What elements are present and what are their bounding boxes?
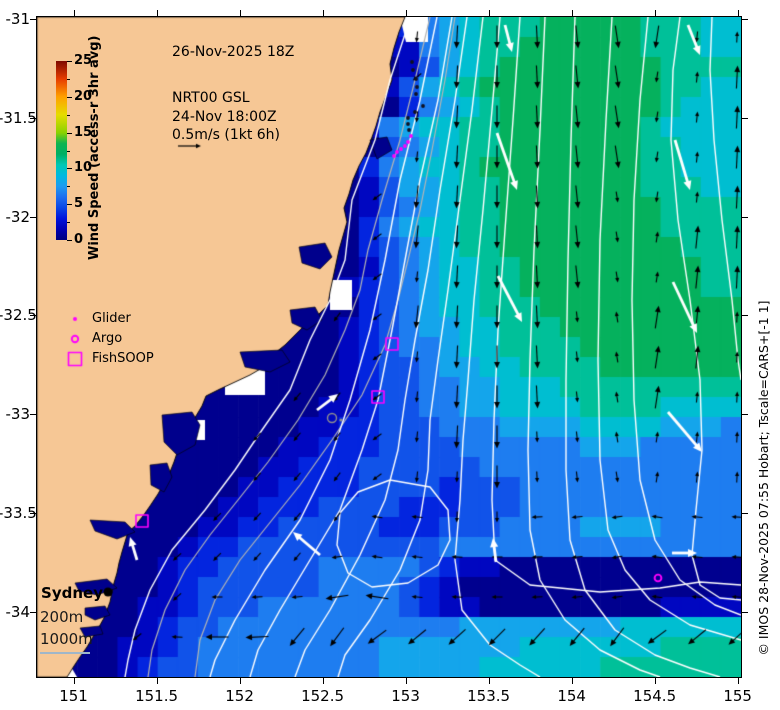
legend-item-argo: Argo: [92, 331, 123, 346]
axis-tick: [30, 117, 36, 119]
map-canvas: [37, 17, 741, 677]
colorbar-minor-tick: [67, 222, 70, 224]
x-axis-tick-label: 152.5: [301, 687, 345, 705]
colorbar-tick-label: 25: [74, 53, 93, 68]
plot-frame: [36, 16, 742, 678]
axis-tick: [737, 10, 739, 16]
legend-item-glider: Glider: [92, 311, 131, 326]
colorbar-tick-label: 5: [74, 196, 84, 212]
axis-tick: [571, 678, 573, 684]
axis-tick: [30, 611, 36, 613]
colorbar-minor-tick: [67, 186, 70, 188]
colorbar-minor-tick: [67, 114, 70, 116]
axis-tick: [488, 678, 490, 684]
depth-label-1000m: 1000m: [40, 630, 93, 648]
y-axis-tick-label: -33.5: [0, 503, 37, 522]
axis-tick: [30, 512, 36, 514]
axis-tick: [239, 678, 241, 684]
axis-tick: [156, 10, 158, 16]
y-axis-tick-label: -34: [5, 602, 31, 621]
y-axis-tick-label: -32.5: [0, 306, 37, 325]
reference-line-2: 24-Nov 18:00Z: [172, 109, 277, 125]
legend-item-fishsoop: FishSOOP: [92, 351, 154, 366]
axis-tick: [322, 678, 324, 684]
axis-tick: [30, 414, 36, 416]
axis-tick: [742, 611, 748, 613]
colorbar-tick: [67, 61, 72, 62]
colorbar-title: Wind Speed (access-r 3hr avg): [87, 35, 102, 261]
axis-tick: [30, 315, 36, 317]
axis-tick: [654, 10, 656, 16]
axis-tick: [654, 678, 656, 684]
axis-tick: [571, 10, 573, 16]
axis-tick: [742, 216, 748, 218]
x-axis-tick-label: 152: [225, 687, 254, 705]
axis-tick: [405, 10, 407, 16]
axis-tick: [737, 678, 739, 684]
axis-tick: [742, 315, 748, 317]
colorbar-tick: [67, 168, 72, 170]
axis-tick: [742, 117, 748, 119]
axis-tick: [73, 10, 75, 16]
bathymetry-line-sample: [40, 652, 90, 654]
x-axis-tick-label: 154.5: [633, 687, 677, 705]
colorbar-tick: [67, 132, 72, 134]
axis-tick: [742, 414, 748, 416]
x-axis-tick-label: 154: [557, 687, 586, 705]
colorbar-tick-label: 20: [74, 88, 93, 104]
copyright-note: © IMOS 28-Nov-2025 07:55 Hobart; Tscale=…: [756, 300, 771, 656]
reference-line-3: 0.5m/s (1kt 6h): [172, 127, 281, 143]
axis-tick: [73, 678, 75, 684]
axis-tick: [742, 18, 748, 20]
y-axis-tick-label: -32: [5, 207, 31, 226]
axis-tick: [30, 216, 36, 218]
axis-tick: [30, 18, 36, 20]
axis-tick: [156, 678, 158, 684]
colorbar-tick-label: 10: [74, 160, 93, 176]
colorbar-tick-label: 15: [74, 124, 93, 140]
axis-tick: [488, 10, 490, 16]
y-axis-tick-label: -31: [5, 9, 31, 28]
x-axis-tick-label: 155: [723, 687, 752, 705]
depth-label-200m: 200m: [40, 608, 84, 626]
colorbar-minor-tick: [67, 150, 70, 152]
axis-tick: [742, 512, 748, 514]
city-label-sydney: Sydney: [41, 584, 103, 602]
x-axis-tick-label: 153: [391, 687, 420, 705]
axis-tick: [322, 10, 324, 16]
model-time-label: 26-Nov-2025 18Z: [172, 44, 295, 60]
colorbar-tick: [67, 204, 72, 206]
colorbar-tick-label: 0: [74, 232, 84, 247]
colorbar-tick: [67, 240, 72, 241]
x-axis-tick-label: 153.5: [467, 687, 511, 705]
y-axis-tick-label: -33: [5, 405, 31, 424]
reference-line-1: NRT00 GSL: [172, 90, 250, 106]
colorbar: [56, 61, 67, 240]
colorbar-tick: [67, 96, 72, 98]
colorbar-minor-tick: [67, 78, 70, 80]
x-axis-tick-label: 151: [59, 687, 88, 705]
y-axis-tick-label: -31.5: [0, 108, 37, 127]
x-axis-tick-label: 151.5: [135, 687, 179, 705]
axis-tick: [405, 678, 407, 684]
axis-tick: [239, 10, 241, 16]
